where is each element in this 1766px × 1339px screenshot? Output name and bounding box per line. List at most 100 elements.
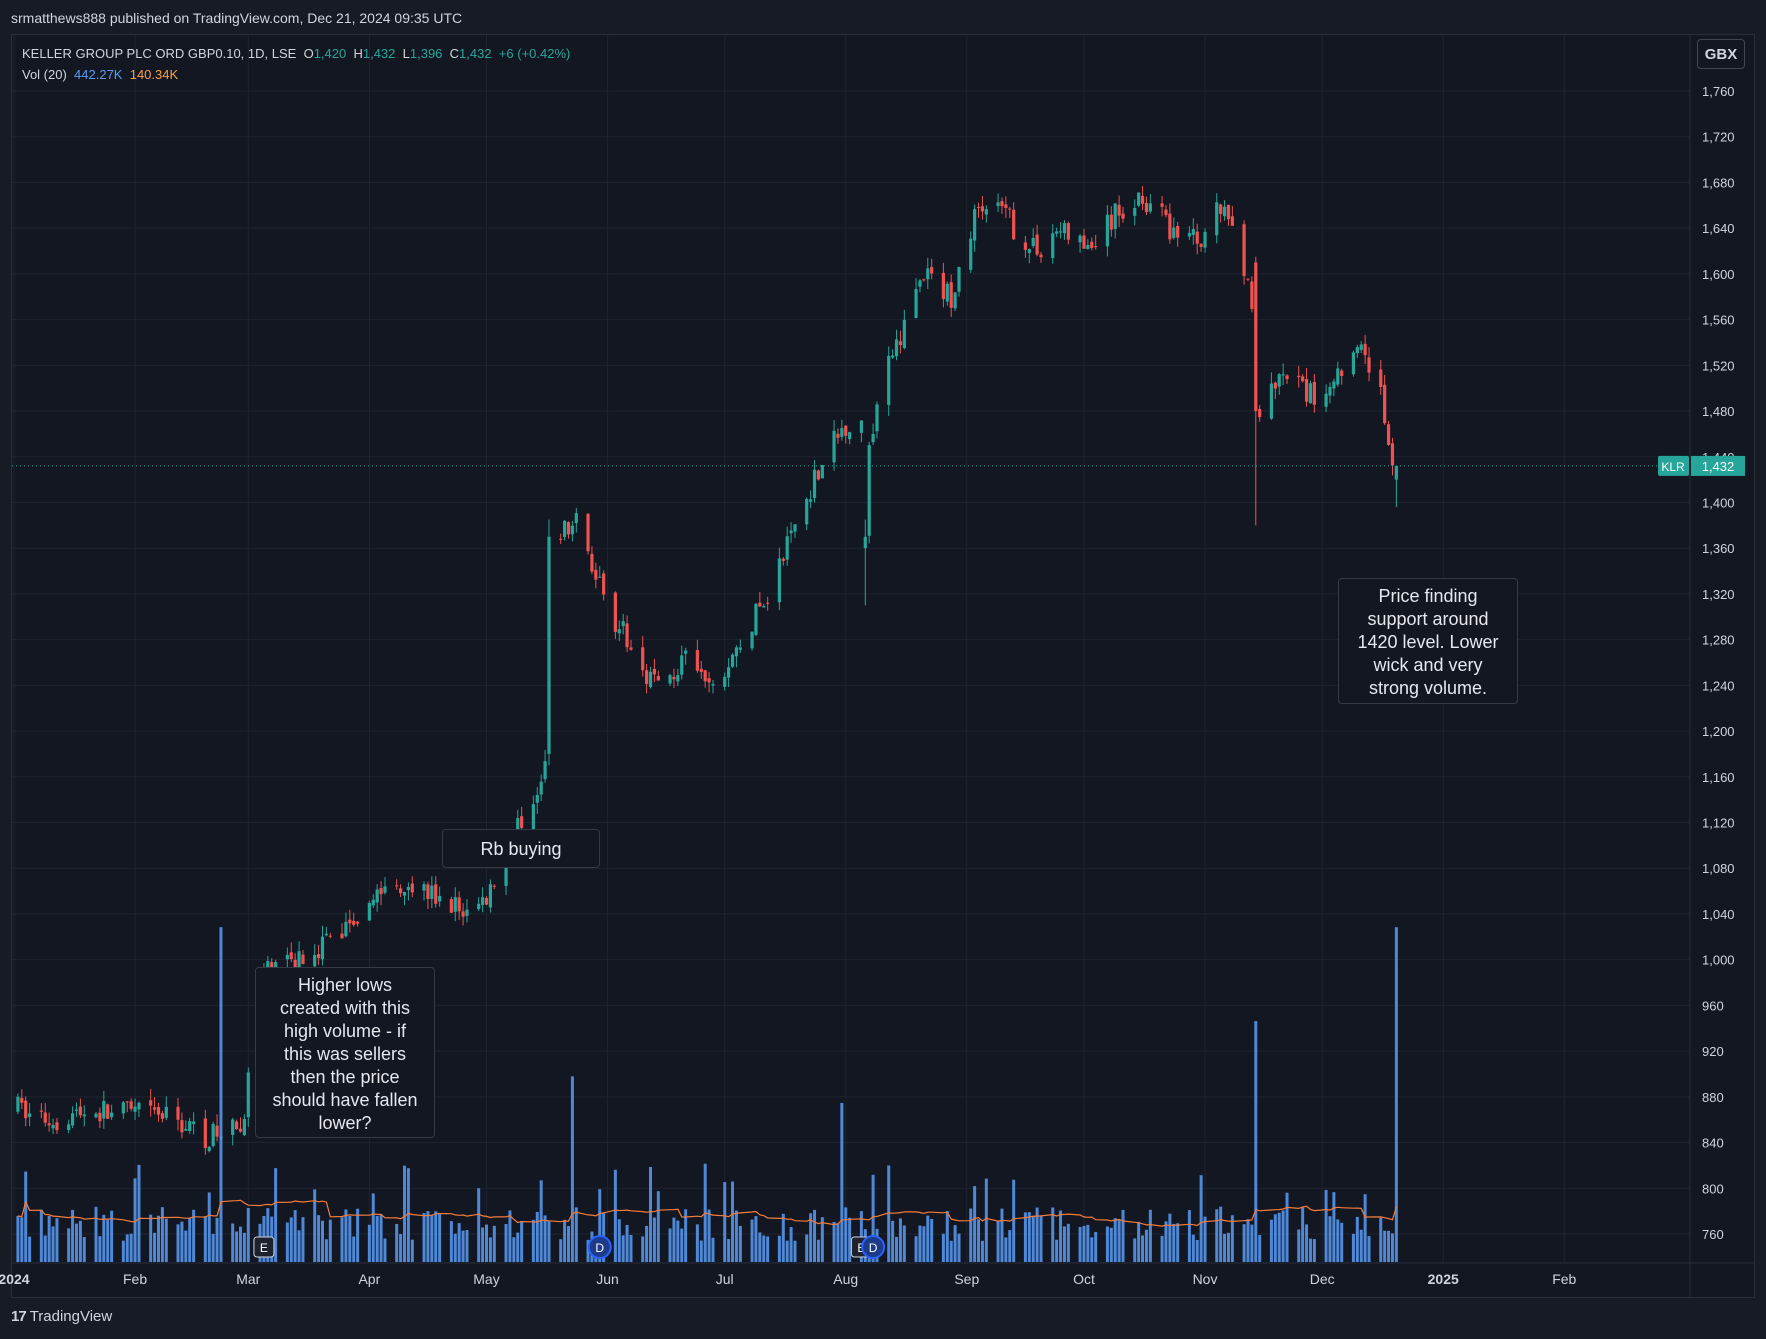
volume-bar	[379, 1214, 383, 1262]
legend-volume-label[interactable]: Vol (20)	[22, 67, 67, 82]
y-tick-label: 960	[1702, 998, 1724, 1013]
volume-bar	[1226, 1232, 1230, 1262]
candle-body	[570, 525, 575, 535]
candle-body	[898, 341, 903, 346]
volume-bar	[434, 1211, 438, 1262]
candle-body	[723, 676, 727, 687]
volume-bar	[1176, 1223, 1180, 1262]
annotation-higher-lows[interactable]: Higher lows created with this high volum…	[255, 967, 435, 1138]
volume-bar	[1242, 1224, 1246, 1262]
currency-button[interactable]: GBX	[1697, 39, 1745, 69]
volume-bar	[617, 1219, 621, 1262]
candle-body	[941, 272, 945, 300]
x-tick-label: 2025	[1428, 1271, 1459, 1287]
footer-brand[interactable]: TradingView	[29, 1308, 113, 1325]
candle-body	[1168, 213, 1172, 240]
legend-symbol[interactable]: KELLER GROUP PLC ORD GBP0.10, 1D, LSE	[22, 46, 297, 61]
y-tick-label: 1,280	[1702, 633, 1735, 648]
annotation-line: this was sellers	[283, 1044, 407, 1064]
volume-bar	[156, 1215, 160, 1262]
candle-body	[160, 1113, 164, 1119]
candle-body	[793, 524, 797, 532]
volume-bar	[20, 1217, 24, 1262]
y-tick-label: 1,120	[1702, 816, 1735, 831]
annotation-line: Higher lows	[297, 975, 393, 995]
annotation-line: created with this	[279, 998, 411, 1018]
volume-bar	[1363, 1194, 1367, 1262]
volume-bar	[914, 1236, 918, 1262]
volume-bar	[1059, 1210, 1063, 1262]
volume-bar	[98, 1236, 102, 1262]
candle-body	[1051, 233, 1055, 259]
volume-bar	[1328, 1216, 1332, 1262]
volume-bar	[67, 1228, 71, 1262]
volume-bar	[1258, 1235, 1262, 1262]
candle-body	[1226, 204, 1231, 220]
volume-bar	[438, 1213, 442, 1262]
candle-body	[465, 909, 469, 916]
x-tick-label: Nov	[1193, 1271, 1218, 1287]
volume-bar	[313, 1189, 317, 1262]
x-tick-label: 2024	[0, 1271, 30, 1287]
candle-body	[246, 1072, 250, 1118]
x-tick-label: Apr	[358, 1271, 380, 1287]
candle-body	[887, 355, 891, 405]
candle-body	[242, 1118, 246, 1136]
candle-body	[1277, 374, 1281, 387]
candle-body	[207, 1146, 211, 1152]
candle-body	[1269, 383, 1274, 419]
volume-bar	[707, 1209, 711, 1262]
chart-legend: KELLER GROUP PLC ORD GBP0.10, 1D, LSE O1…	[22, 43, 570, 85]
volume-bar	[211, 1233, 215, 1262]
volume-bar	[738, 1225, 742, 1262]
volume-bar	[926, 1215, 930, 1262]
candle-body	[293, 959, 297, 968]
volume-bar	[785, 1240, 789, 1262]
candle-body	[766, 602, 770, 604]
candle-body	[324, 933, 328, 936]
volume-bar	[1277, 1212, 1281, 1262]
candle-body	[266, 961, 270, 969]
volume-bar	[871, 1174, 875, 1262]
volume-bar	[410, 1239, 414, 1262]
candle-body	[238, 1128, 243, 1132]
candle-body	[930, 267, 934, 274]
candle-body	[1086, 244, 1090, 250]
volume-bar	[711, 1237, 715, 1262]
volume-bar	[945, 1211, 949, 1262]
volume-bar	[957, 1233, 961, 1262]
volume-bar	[371, 1193, 375, 1262]
candle-body	[176, 1106, 180, 1120]
candle-body	[55, 1122, 59, 1131]
volume-bar	[320, 1220, 324, 1262]
candle-body	[1250, 281, 1254, 309]
candle-body	[1058, 231, 1063, 233]
tradingview-logo-icon[interactable]: 17	[11, 1308, 27, 1325]
volume-bar	[1066, 1223, 1070, 1262]
candle-body	[102, 1100, 106, 1119]
candle-body	[313, 955, 317, 967]
volume-bar	[1090, 1237, 1094, 1262]
annotation-price-support[interactable]: Price finding support around 1420 level.…	[1338, 578, 1518, 704]
candle-body	[438, 895, 442, 902]
x-tick-label: Sep	[954, 1271, 979, 1287]
y-tick-label: 1,400	[1702, 495, 1735, 510]
candle-body	[820, 464, 824, 479]
volume-bar	[492, 1225, 496, 1262]
candle-body	[1308, 383, 1313, 404]
candle-body	[836, 433, 840, 438]
candle-body	[301, 954, 305, 965]
candle-body	[816, 470, 821, 480]
y-tick-label: 1,040	[1702, 907, 1735, 922]
volume-bar	[422, 1213, 426, 1262]
publisher-bar: srmatthews888 published on TradingView.c…	[0, 0, 1766, 34]
annotation-rb-buying[interactable]: Rb buying	[442, 829, 600, 868]
volume-bar	[16, 1215, 20, 1262]
annotation-line: Price finding	[1378, 586, 1478, 606]
volume-bar	[547, 1221, 551, 1262]
y-tick-label: 1,560	[1702, 313, 1735, 328]
candle-body	[234, 1121, 239, 1130]
volume-bar	[188, 1218, 192, 1262]
volume-bar	[563, 1219, 567, 1262]
